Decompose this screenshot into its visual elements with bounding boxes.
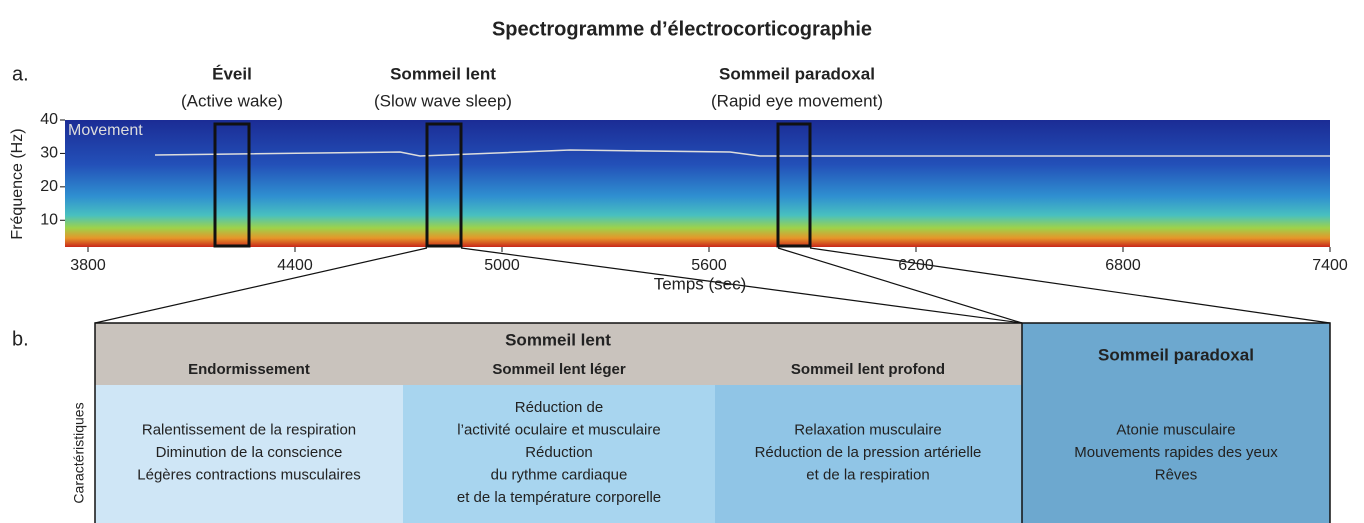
trace-label: Movement [68,122,143,139]
state-name: Sommeil lent [390,64,496,83]
cell-text: Réduction de [515,399,603,416]
title: Spectrogramme d’électrocorticographie [492,18,872,40]
x-tick-label: 4400 [277,257,313,274]
cell-text: Atonie musculaire [1116,421,1235,438]
cell-text: et de la respiration [806,466,929,483]
row-label: Caractéristiques [71,402,87,503]
state-subtitle: (Rapid eye movement) [711,91,883,110]
figure: Spectrogramme d’électrocorticographie a. É… [0,0,1364,523]
x-tick-label: 5600 [691,257,727,274]
y-axis-label: Fréquence (Hz) [9,128,26,239]
panel-label: b. [12,328,29,350]
y-tick-label: 10 [40,211,58,228]
y-tick-label: 20 [40,178,58,195]
spectrogram [65,120,1330,247]
cell-text: Ralentissement de la respiration [142,421,356,438]
cell-text: Relaxation musculaire [794,421,942,438]
cell-text: l’activité oculaire et musculaire [457,421,660,438]
stage-name: Sommeil lent profond [791,361,945,378]
x-tick-label: 6800 [1105,257,1141,274]
group-title: Sommeil paradoxal [1098,345,1254,364]
y-tick-label: 40 [40,111,58,128]
state-subtitle: (Slow wave sleep) [374,91,512,110]
state-subtitle: (Active wake) [181,91,283,110]
state-name: Sommeil paradoxal [719,64,875,83]
cell-text: Légères contractions musculaires [137,466,360,483]
x-tick-label: 6200 [898,257,934,274]
cell-text: Réduction [525,444,593,461]
cell-text: et de la température corporelle [457,489,661,506]
cell-text: Diminution de la conscience [156,444,343,461]
y-tick-label: 30 [40,145,58,162]
stage-name: Sommeil lent léger [492,361,626,378]
cell-text: Rêves [1155,466,1198,483]
x-tick-label: 3800 [70,257,106,274]
x-tick-label: 5000 [484,257,520,274]
stage-name: Endormissement [188,361,310,378]
x-tick-label: 7400 [1312,257,1348,274]
panel-label: a. [12,63,29,85]
cell-text: Mouvements rapides des yeux [1074,444,1278,461]
x-axis-label: Temps (sec) [654,274,747,293]
group-title: Sommeil lent [505,330,611,349]
cell-text: Réduction de la pression artérielle [755,444,982,461]
state-name: Éveil [212,64,252,83]
cell-text: du rythme cardiaque [491,466,628,483]
